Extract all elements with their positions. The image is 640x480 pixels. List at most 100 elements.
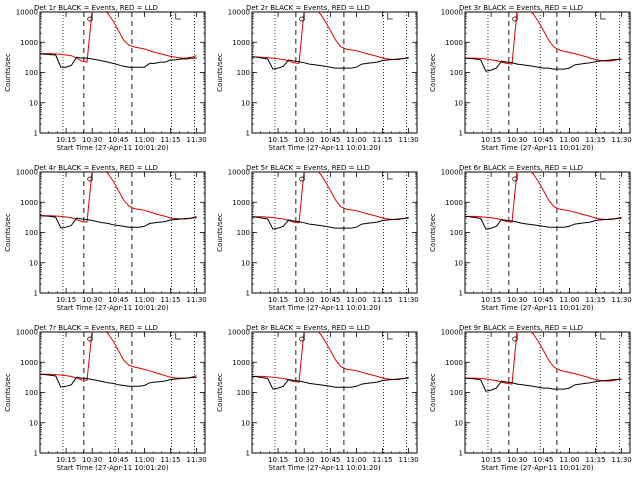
x-tick-label: 11:15 <box>160 456 180 464</box>
x-tick-label: 11:30 <box>399 456 419 464</box>
y-tick-label: 1000 <box>445 39 463 47</box>
x-tick-label: 10:30 <box>294 456 314 464</box>
panel-det-4: Det 4r BLACK = Events, RED = LLD 1 10 100 10… <box>4 164 207 312</box>
y-tick-label: 100 <box>25 389 38 397</box>
panel-title: Det 9r BLACK = Events, RED = LLD <box>459 324 583 332</box>
y-tick-label: 10 <box>29 99 38 107</box>
x-tick-label: 11:15 <box>160 296 180 304</box>
series-black-line <box>40 53 197 68</box>
x-tick-label: 10:45 <box>320 136 340 144</box>
panel-title: Det 1r BLACK = Events, RED = LLD <box>34 4 158 12</box>
panel-title: Det 4r BLACK = Events, RED = LLD <box>34 164 158 172</box>
x-tick-label: 10:30 <box>82 456 102 464</box>
x-tick-label: 10:45 <box>108 136 128 144</box>
y-tick-label: 1 <box>34 450 38 458</box>
y-tick-label: 1000 <box>445 359 463 367</box>
x-tick-label: 11:00 <box>134 296 154 304</box>
y-tick-label: 100 <box>25 229 38 237</box>
y-tick-label: 10 <box>454 259 463 267</box>
y-tick-label: 100 <box>450 389 463 397</box>
y-tick-label: 10000 <box>441 9 463 17</box>
x-tick-label: 11:30 <box>187 456 207 464</box>
marker-bracket-glyph <box>600 333 606 340</box>
y-tick-label: 100 <box>25 69 38 77</box>
y-tick-label: 1000 <box>232 39 250 47</box>
x-tick-label: 10:45 <box>320 456 340 464</box>
y-axis-label: Counts/sec <box>4 53 12 92</box>
marker-loop-glyph <box>299 176 305 182</box>
x-tick-label: 11:30 <box>612 136 632 144</box>
x-tick-label: 11:30 <box>612 456 632 464</box>
x-tick-label: 11:00 <box>559 296 579 304</box>
series-black-line <box>465 57 622 72</box>
marker-loop-glyph <box>87 336 93 342</box>
series-red-line <box>40 12 197 63</box>
y-tick-label: 10 <box>454 99 463 107</box>
x-tick-label: 10:45 <box>108 296 128 304</box>
y-tick-label: 100 <box>237 229 250 237</box>
marker-loop-glyph <box>87 16 93 22</box>
x-tick-label: 10:45 <box>533 136 553 144</box>
panel-det-2: Det 2r BLACK = Events, RED = LLD 1 10 100 10… <box>216 4 419 152</box>
panel-title: Det 8r BLACK = Events, RED = LLD <box>246 324 370 332</box>
y-tick-label: 10000 <box>441 329 463 337</box>
series-black-line <box>465 215 622 230</box>
y-tick-label: 10000 <box>441 169 463 177</box>
y-tick-label: 100 <box>237 69 250 77</box>
plot-frame <box>464 11 631 134</box>
panel-title: Det 7r BLACK = Events, RED = LLD <box>34 324 158 332</box>
panel-det-3: Det 3r BLACK = Events, RED = LLD 1 10 100 10… <box>429 4 632 152</box>
x-tick-label: 10:45 <box>108 456 128 464</box>
panel-det-9: Det 9r BLACK = Events, RED = LLD 1 10 100 10… <box>429 324 632 472</box>
panel-det-5: Det 5r BLACK = Events, RED = LLD 1 10 100 10… <box>216 164 419 312</box>
x-tick-label: 11:30 <box>399 296 419 304</box>
panel-title: Det 3r BLACK = Events, RED = LLD <box>459 4 583 12</box>
panel-title: Det 2r BLACK = Events, RED = LLD <box>246 4 370 12</box>
y-tick-label: 1 <box>246 450 250 458</box>
plot-frame <box>251 11 418 134</box>
panel-title: Det 5r BLACK = Events, RED = LLD <box>246 164 370 172</box>
series-red-line <box>465 12 622 65</box>
panel-det-1: Det 1r BLACK = Events, RED = LLD 1 10 100 10… <box>4 4 207 152</box>
y-tick-label: 10 <box>241 419 250 427</box>
y-tick-label: 10000 <box>228 169 250 177</box>
x-axis-label: Start Time (27-Apr-11 10:01:20) <box>481 304 593 312</box>
y-tick-label: 100 <box>450 69 463 77</box>
x-tick-label: 10:45 <box>320 296 340 304</box>
y-tick-label: 10000 <box>228 329 250 337</box>
series-red-line <box>465 172 622 223</box>
panel-title: Det 6r BLACK = Events, RED = LLD <box>459 164 583 172</box>
x-axis-label: Start Time (27-Apr-11 10:01:20) <box>268 464 380 472</box>
x-tick-label: 11:15 <box>585 136 605 144</box>
series-black-line <box>465 377 622 392</box>
y-tick-label: 1 <box>34 290 38 298</box>
marker-bracket-glyph <box>387 173 393 180</box>
x-tick-label: 10:15 <box>481 456 501 464</box>
x-tick-label: 11:15 <box>372 456 392 464</box>
marker-loop-glyph <box>87 176 93 182</box>
plot-frame <box>464 171 631 294</box>
marker-bracket-glyph <box>600 13 606 20</box>
x-tick-label: 11:00 <box>346 456 366 464</box>
y-tick-label: 1000 <box>232 359 250 367</box>
marker-bracket-glyph <box>175 13 181 20</box>
x-axis-label: Start Time (27-Apr-11 10:01:20) <box>268 304 380 312</box>
y-axis-label: Counts/sec <box>216 213 224 252</box>
x-axis-label: Start Time (27-Apr-11 10:01:20) <box>56 144 168 152</box>
y-axis-label: Counts/sec <box>216 53 224 92</box>
x-tick-label: 10:15 <box>268 296 288 304</box>
y-axis-label: Counts/sec <box>4 373 12 412</box>
plot-frame <box>39 11 206 134</box>
plot-frame <box>39 171 206 294</box>
x-tick-label: 10:30 <box>507 136 527 144</box>
y-tick-label: 10 <box>454 419 463 427</box>
y-tick-label: 10000 <box>16 329 38 337</box>
plot-frame <box>251 171 418 294</box>
series-black-line <box>252 216 409 230</box>
y-tick-label: 1 <box>459 130 463 138</box>
x-tick-label: 11:00 <box>134 136 154 144</box>
x-tick-label: 10:30 <box>294 136 314 144</box>
y-tick-label: 10000 <box>228 9 250 17</box>
y-tick-label: 1 <box>459 290 463 298</box>
